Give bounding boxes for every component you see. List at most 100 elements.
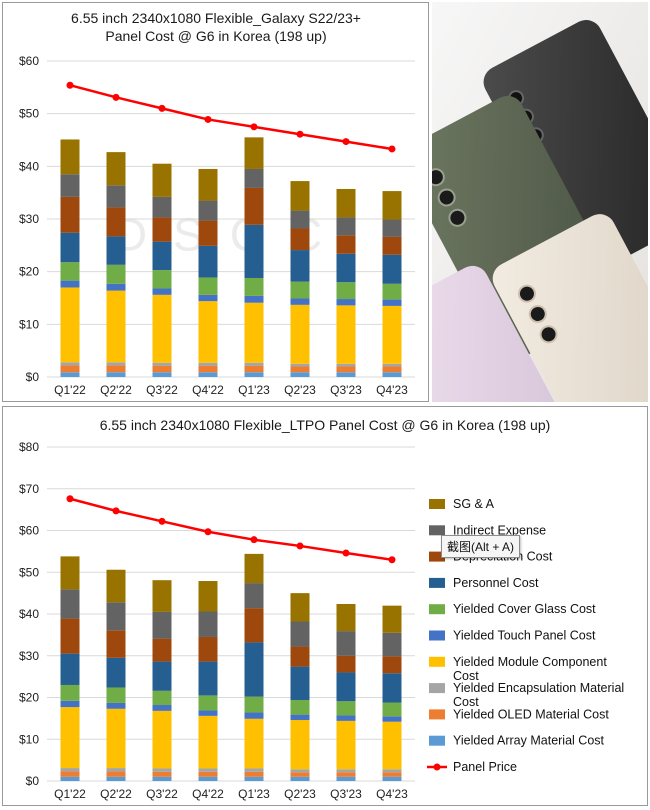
bar-segment bbox=[336, 217, 356, 236]
bar-segment bbox=[106, 372, 126, 377]
legend-label: Yielded OLED Material Cost bbox=[453, 707, 609, 721]
bar-segment bbox=[60, 684, 80, 701]
bar-segment bbox=[290, 666, 310, 701]
y-tick-label: $10 bbox=[19, 317, 39, 331]
legend-item: Panel Price bbox=[427, 760, 517, 774]
bar-segment bbox=[382, 772, 402, 777]
bar-segment bbox=[60, 776, 80, 781]
bar-segment bbox=[336, 631, 356, 656]
ltpo-panel-cost-chart: 6.55 inch 2340x1080 Flexible_LTPO Panel … bbox=[19, 417, 624, 801]
bar-segment bbox=[152, 241, 172, 271]
bar-segment bbox=[106, 630, 126, 658]
legend-swatch bbox=[429, 630, 445, 641]
bar-segment bbox=[336, 715, 356, 721]
y-tick-label: $10 bbox=[19, 732, 39, 746]
bar-segment bbox=[290, 646, 310, 667]
panel-price-point bbox=[388, 145, 396, 153]
chart-title: 6.55 inch 2340x1080 Flexible_Galaxy S22/… bbox=[71, 10, 361, 44]
legend-label: Yielded Encapsulation Material Cost bbox=[453, 681, 624, 709]
bar-segment bbox=[244, 712, 264, 719]
bar-segment bbox=[382, 366, 402, 373]
bar-segment bbox=[60, 700, 80, 708]
x-tick-label: Q3'23 bbox=[330, 787, 362, 801]
y-tick-label: $60 bbox=[19, 524, 39, 538]
legend-label-line: Panel Price bbox=[453, 760, 517, 774]
legend-item: Yielded Module Component Cost bbox=[429, 655, 607, 683]
bar-segment bbox=[106, 687, 126, 703]
panel-price-point bbox=[66, 495, 74, 503]
bar-segment bbox=[106, 771, 126, 777]
legend-label-line: SG & A bbox=[453, 497, 495, 511]
legend-swatch bbox=[429, 735, 445, 746]
bar-segment bbox=[152, 771, 172, 777]
bottom-chart-panel: 6.55 inch 2340x1080 Flexible_LTPO Panel … bbox=[2, 406, 648, 806]
bar-segment bbox=[336, 672, 356, 702]
bar-segment bbox=[60, 556, 80, 590]
bar-segment bbox=[336, 299, 356, 306]
x-tick-label: Q4'23 bbox=[376, 787, 408, 801]
bar-segment bbox=[382, 716, 402, 722]
y-tick-label: $20 bbox=[19, 265, 39, 279]
legend-label-line: Yielded Touch Panel Cost bbox=[453, 629, 596, 643]
bar-segment bbox=[382, 236, 402, 255]
bar-segment bbox=[60, 174, 80, 197]
bar-segment bbox=[244, 642, 264, 697]
panel-price-line bbox=[66, 81, 396, 153]
y-tick-label: $50 bbox=[19, 565, 39, 579]
bar-segment bbox=[336, 372, 356, 377]
bar-segment bbox=[382, 372, 402, 377]
bar-segment bbox=[198, 277, 218, 295]
y-tick-label: $20 bbox=[19, 691, 39, 705]
x-tick-label: Q3'22 bbox=[146, 383, 178, 397]
bar-segment bbox=[336, 305, 356, 364]
bar-segment bbox=[198, 695, 218, 711]
bar-segment bbox=[60, 372, 80, 377]
bar-segment bbox=[290, 372, 310, 377]
legend-label: Yielded Array Material Cost bbox=[453, 734, 605, 748]
bar-segment bbox=[60, 365, 80, 373]
bar-segment bbox=[336, 363, 356, 367]
bar-segment bbox=[106, 264, 126, 284]
bar-segment bbox=[244, 168, 264, 188]
bar-segment bbox=[244, 187, 264, 225]
bar-segment bbox=[152, 288, 172, 295]
bar-segment bbox=[244, 365, 264, 373]
bar-segment bbox=[198, 245, 218, 278]
panel-price-point bbox=[204, 115, 212, 123]
legend-label-line: Yielded Module Component bbox=[453, 655, 607, 669]
bar-segment bbox=[198, 365, 218, 373]
bar-segment bbox=[336, 776, 356, 781]
legend-label: Yielded Module Component Cost bbox=[453, 655, 607, 683]
bar-segment bbox=[382, 191, 402, 220]
stacked-bars bbox=[60, 553, 402, 781]
bar-segment bbox=[60, 768, 80, 772]
legend-swatch bbox=[429, 525, 445, 536]
legend-label-line: Indirect Expense bbox=[453, 523, 546, 537]
bar-segment bbox=[152, 638, 172, 662]
bar-segment bbox=[244, 608, 264, 643]
bar-segment bbox=[60, 262, 80, 281]
bar-segment bbox=[152, 580, 172, 612]
legend-item: Yielded Cover Glass Cost bbox=[429, 602, 596, 616]
x-tick-label: Q4'23 bbox=[376, 383, 408, 397]
bar-segment bbox=[290, 281, 310, 299]
bar-segment bbox=[152, 294, 172, 363]
bar-segment bbox=[290, 366, 310, 373]
bar-segment bbox=[336, 253, 356, 283]
bar-segment bbox=[244, 771, 264, 777]
bar-segment bbox=[290, 720, 310, 770]
legend-label: Yielded Cover Glass Cost bbox=[453, 602, 596, 616]
panel-price-line bbox=[66, 495, 396, 564]
bar-segment bbox=[106, 768, 126, 772]
bar-segment bbox=[336, 188, 356, 218]
legend-swatch bbox=[429, 577, 445, 588]
x-tick-label: Q2'23 bbox=[284, 383, 316, 397]
x-tick-label: Q4'22 bbox=[192, 787, 224, 801]
legend-label-line: Yielded Array Material Cost bbox=[453, 734, 605, 748]
bar-segment bbox=[244, 583, 264, 609]
bar-segment bbox=[60, 196, 80, 233]
x-tick-label: Q1'23 bbox=[238, 383, 270, 397]
lavender-phone bbox=[432, 265, 577, 402]
y-tick-label: $50 bbox=[19, 107, 39, 121]
legend-label: Yielded Touch Panel Cost bbox=[453, 629, 596, 643]
